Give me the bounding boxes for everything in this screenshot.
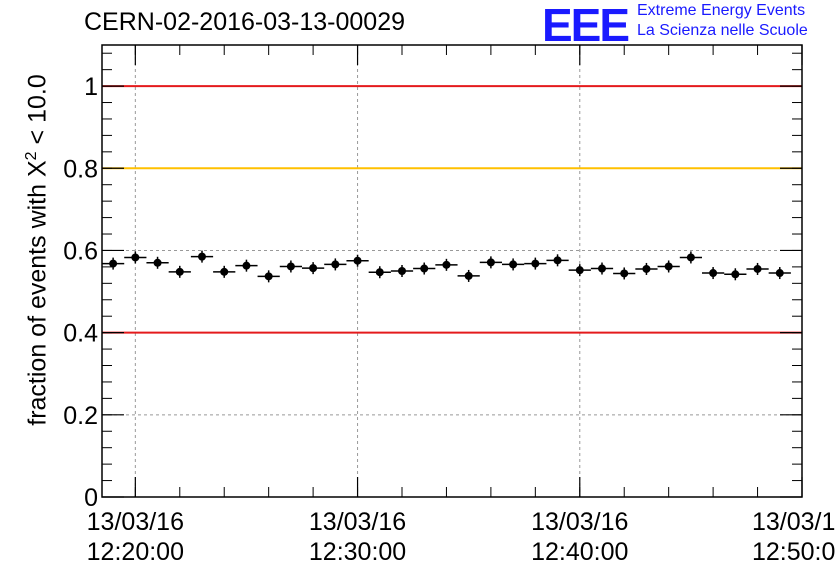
reference-lines: [102, 85, 802, 334]
x-tick-date-label: 13/03/16: [309, 508, 406, 536]
data-point: [398, 267, 406, 275]
data-point: [575, 266, 584, 275]
plot-frame: [101, 44, 803, 498]
data-point: [153, 258, 162, 267]
data-point: [375, 268, 384, 277]
data-point: [620, 269, 629, 278]
data-point: [731, 270, 740, 279]
data-point: [709, 269, 718, 278]
data-point: [442, 260, 451, 269]
y-tick-label: 0.2: [63, 402, 98, 430]
y-tick-label: 0.6: [63, 237, 98, 265]
data-point: [509, 260, 518, 269]
data-point: [642, 264, 651, 273]
logo-caption-line1: Extreme Energy Events: [637, 2, 806, 19]
data-point: [686, 253, 695, 262]
data-point: [309, 264, 318, 273]
data-point: [175, 267, 184, 276]
data-point: [220, 267, 229, 276]
data-point: [131, 253, 140, 262]
data-point: [264, 272, 273, 281]
data-point: [286, 262, 295, 271]
data-points: [102, 250, 791, 283]
y-tick-label: 0: [84, 484, 98, 512]
data-point: [753, 264, 762, 273]
x-tick-date-label: 13/03/1: [752, 508, 835, 536]
data-point: [198, 252, 206, 261]
x-tick-time-label: 12:30:00: [309, 538, 406, 566]
data-point: [486, 258, 495, 267]
data-point: [598, 264, 606, 273]
x-tick-date-label: 13/03/16: [87, 508, 184, 536]
y-tick-label: 0.4: [63, 320, 98, 348]
logo-caption-line2: La Scienza nelle Scuole: [637, 22, 808, 39]
x-tick-time-label: 12:50:0: [752, 538, 835, 566]
data-point: [353, 256, 362, 265]
x-tick-time-label: 12:40:00: [531, 538, 628, 566]
data-point: [775, 269, 784, 278]
grid-layer: [102, 45, 802, 497]
data-point: [531, 259, 540, 268]
axes: [101, 44, 803, 498]
x-tick-time-label: 12:20:00: [87, 538, 184, 566]
data-point: [331, 260, 340, 269]
x-tick-date-label: 13/03/16: [531, 508, 628, 536]
data-point: [553, 256, 562, 265]
y-tick-label: 0.8: [63, 155, 98, 183]
data-point: [664, 262, 673, 271]
chart-title: CERN-02-2016-03-13-00029: [84, 8, 406, 36]
data-point: [242, 261, 251, 270]
eee-logo-icon: EEE: [542, 0, 630, 51]
data-point: [420, 264, 429, 273]
data-point: [464, 271, 473, 280]
data-point: [109, 259, 118, 268]
y-tick-label: 1: [84, 73, 98, 101]
tick-labels: 00.20.40.60.8113/03/1612:20:0013/03/1612…: [63, 73, 835, 566]
